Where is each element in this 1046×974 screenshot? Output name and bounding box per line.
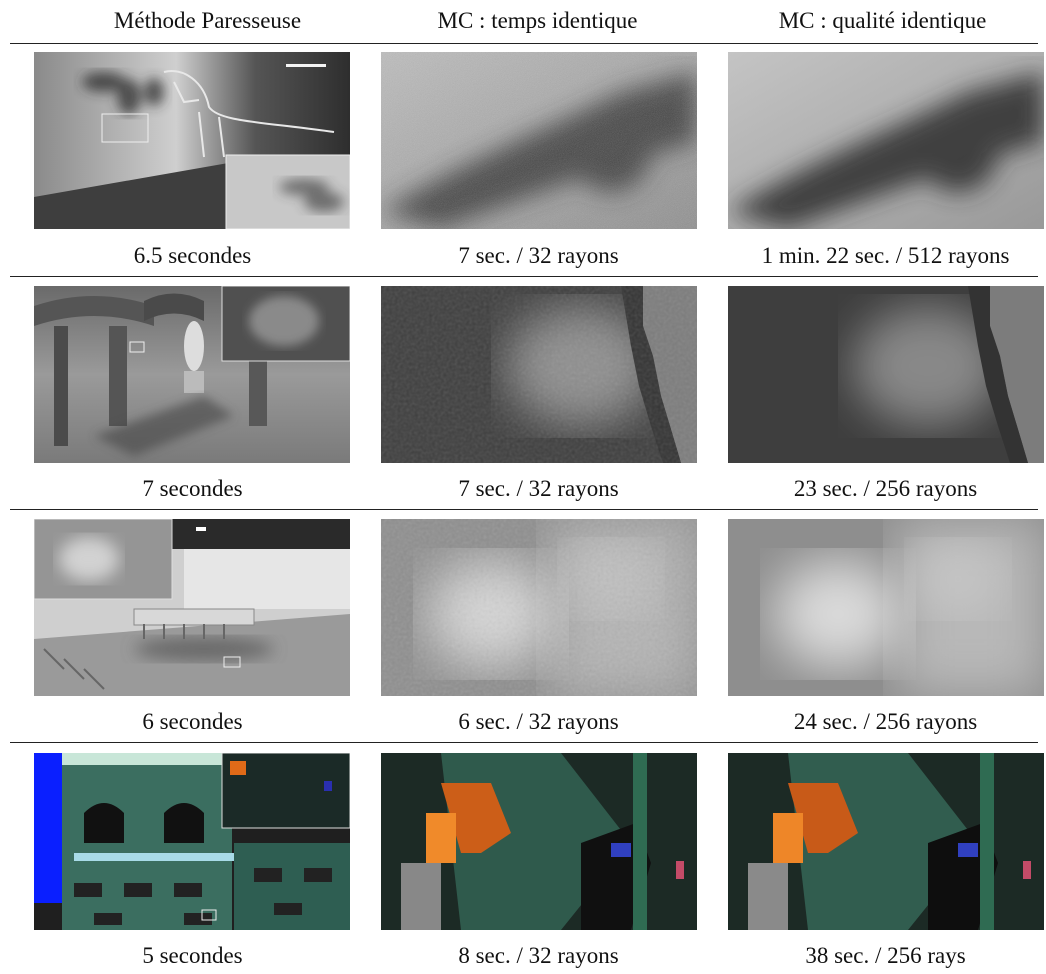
row3-mc-time-image bbox=[381, 519, 697, 696]
row1-lazy-image bbox=[34, 52, 350, 229]
row4-caption-mc-quality: 38 sec. / 256 rays bbox=[805, 943, 966, 968]
row2-rule bbox=[10, 509, 1038, 510]
row1-mc-quality-image bbox=[728, 52, 1044, 229]
top-rule bbox=[10, 43, 1038, 44]
row3-lazy-image bbox=[34, 519, 350, 696]
row4-lazy-image bbox=[34, 753, 350, 930]
row3-caption-lazy: 6 secondes bbox=[142, 709, 243, 734]
row2-lazy-image bbox=[34, 286, 350, 463]
row1-caption-lazy: 6.5 secondes bbox=[133, 243, 252, 268]
row2-caption-lazy: 7 secondes bbox=[142, 476, 243, 501]
row1-caption-mc-quality: 1 min. 22 sec. / 512 rayons bbox=[761, 243, 1010, 268]
row4-mc-quality-image bbox=[728, 753, 1044, 930]
row3-rule bbox=[10, 742, 1038, 743]
row1-caption-mc-time: 7 sec. / 32 rayons bbox=[458, 243, 619, 268]
column-header-lazy-method: Méthode Paresseuse bbox=[113, 8, 302, 33]
row3-mc-quality-image bbox=[728, 519, 1044, 696]
row2-mc-quality-image bbox=[728, 286, 1044, 463]
column-header-mc-same-quality: MC : qualité identique bbox=[778, 8, 987, 33]
row3-caption-mc-quality: 24 sec. / 256 rayons bbox=[793, 709, 978, 734]
row2-mc-time-image bbox=[381, 286, 697, 463]
row4-mc-time-image bbox=[381, 753, 697, 930]
row1-mc-time-image bbox=[381, 52, 697, 229]
row3-caption-mc-time: 6 sec. / 32 rayons bbox=[458, 709, 619, 734]
row4-caption-mc-time: 8 sec. / 32 rayons bbox=[458, 943, 619, 968]
row1-rule bbox=[10, 276, 1038, 277]
row2-caption-mc-quality: 23 sec. / 256 rayons bbox=[793, 476, 978, 501]
row4-caption-lazy: 5 secondes bbox=[142, 943, 243, 968]
column-header-mc-same-time: MC : temps identique bbox=[437, 8, 638, 33]
row2-caption-mc-time: 7 sec. / 32 rayons bbox=[458, 476, 619, 501]
